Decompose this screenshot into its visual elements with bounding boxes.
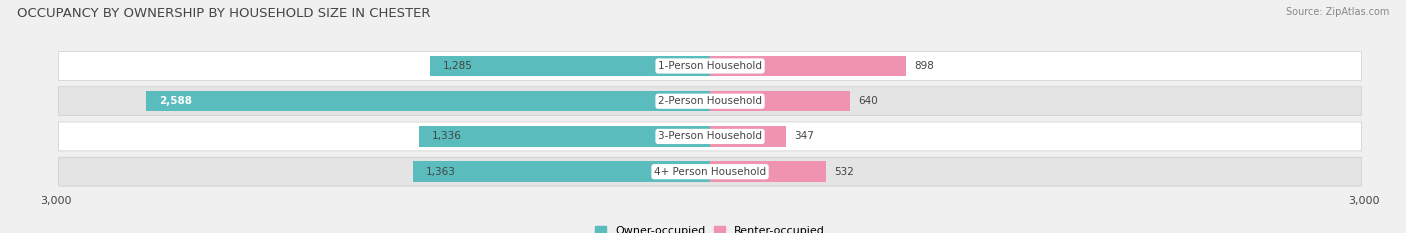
FancyBboxPatch shape: [59, 51, 1361, 80]
Text: OCCUPANCY BY OWNERSHIP BY HOUSEHOLD SIZE IN CHESTER: OCCUPANCY BY OWNERSHIP BY HOUSEHOLD SIZE…: [17, 7, 430, 20]
Bar: [146, 91, 710, 111]
FancyBboxPatch shape: [59, 122, 1361, 151]
Text: 898: 898: [914, 61, 935, 71]
FancyBboxPatch shape: [59, 87, 1361, 116]
Text: 2-Person Household: 2-Person Household: [658, 96, 762, 106]
Text: 4+ Person Household: 4+ Person Household: [654, 167, 766, 177]
Text: 1,363: 1,363: [426, 167, 456, 177]
Legend: Owner-occupied, Renter-occupied: Owner-occupied, Renter-occupied: [591, 221, 830, 233]
Text: 532: 532: [835, 167, 855, 177]
Text: 1-Person Household: 1-Person Household: [658, 61, 762, 71]
Text: 347: 347: [794, 131, 814, 141]
Text: 2,588: 2,588: [159, 96, 193, 106]
Bar: [413, 161, 710, 182]
Text: 1,285: 1,285: [443, 61, 472, 71]
Text: 3-Person Household: 3-Person Household: [658, 131, 762, 141]
Bar: [710, 161, 825, 182]
Text: 1,336: 1,336: [432, 131, 461, 141]
Bar: [710, 56, 905, 76]
Bar: [419, 126, 710, 147]
FancyBboxPatch shape: [59, 157, 1361, 186]
Text: 640: 640: [858, 96, 877, 106]
Bar: [710, 126, 786, 147]
Bar: [710, 91, 849, 111]
Bar: [430, 56, 710, 76]
Text: Source: ZipAtlas.com: Source: ZipAtlas.com: [1285, 7, 1389, 17]
